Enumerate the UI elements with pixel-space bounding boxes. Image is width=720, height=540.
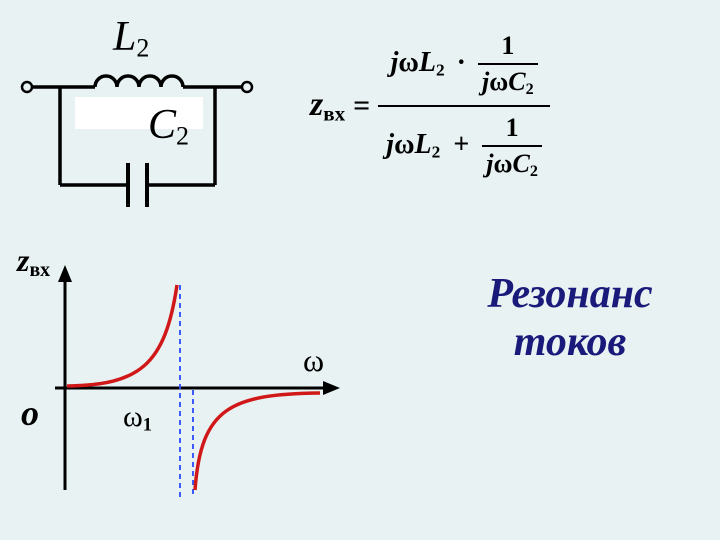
z-subscript: вх [323,101,345,125]
y-axis-label: zвх [17,242,50,282]
title-line1: Резонанс [487,271,652,317]
main-fraction: jωL2 · 1 jωC2 jωL2 + 1 jωC2 [378,25,550,187]
omega1-label: ω1 [123,400,152,437]
equals-sign: = [353,89,370,123]
L-subscript: 2 [136,34,149,63]
inner-frac-den: 1 jωC2 [482,111,542,183]
inner-frac-num: 1 jωC2 [478,29,538,101]
plus-op: + [453,129,469,160]
L-symbol: L [113,14,136,60]
jwL-den: jωL2 [386,129,447,160]
impedance-formula: zвх = jωL2 · 1 jωC2 jωL2 + [310,25,700,215]
z-symbol: z [310,86,323,123]
impedance-graph: zвх ω o ω1 [25,250,355,510]
inductor-label: L2 [113,13,149,64]
C-subscript: 2 [176,122,189,151]
title-line2: токов [514,319,627,365]
x-axis-label: ω [303,342,324,379]
C-symbol: C [148,102,176,148]
capacitor-label: C2 [148,101,189,152]
circuit-diagram: L2 C2 [15,15,275,215]
title: Резонанс токов [430,270,710,367]
graph-svg [25,250,355,510]
dot-op: · [457,47,466,78]
jwL-num: jωL2 [391,47,452,78]
origin-label: o [21,392,39,434]
